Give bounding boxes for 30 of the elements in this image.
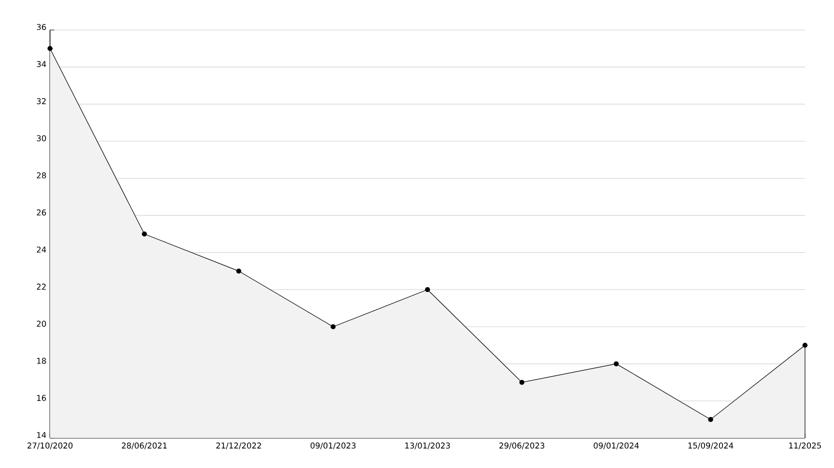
y-tick-label: 24: [36, 246, 46, 253]
point: [48, 46, 52, 52]
y-tick-label: 20: [36, 320, 46, 327]
x-tick-label: 09/01/2024: [594, 442, 639, 450]
point: [142, 231, 147, 236]
x-tick-label: 15/09/2024: [688, 442, 734, 450]
y-tick-label: 34: [36, 61, 46, 68]
x-tick-label: 27/10/2020: [28, 442, 73, 450]
y-tick-label: 22: [36, 284, 46, 290]
x-tick-label: 21/12/2022: [216, 442, 261, 450]
y-tick-label: 36: [36, 24, 46, 30]
x-tick-label: 11/2025: [789, 442, 821, 450]
y-tick-label: 26: [36, 209, 46, 216]
y-tick-label: 14: [37, 432, 46, 438]
point: [708, 416, 714, 422]
y-tick-label: 18: [37, 358, 46, 364]
x-tick-label: 28/06/2021: [122, 442, 167, 450]
x-tick-label: 29/06/2023: [499, 442, 544, 450]
point: [802, 342, 808, 348]
point: [425, 287, 430, 292]
point: [330, 324, 336, 330]
x-tick-label: 09/01/2023: [310, 442, 356, 450]
point: [236, 268, 242, 274]
y-tick-label: 30: [36, 135, 46, 142]
y-tick-label: 28: [36, 172, 46, 178]
y-tick-label: 32: [36, 98, 46, 104]
point: [614, 361, 619, 366]
y-tick-label: 16: [37, 394, 46, 401]
x-tick-label: 13/01/2023: [405, 442, 450, 450]
point: [519, 380, 524, 385]
